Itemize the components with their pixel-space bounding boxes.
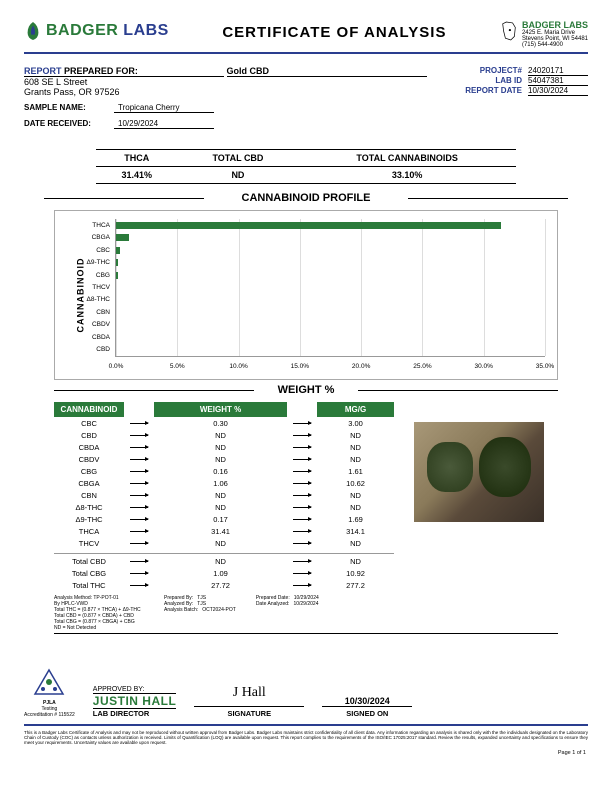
pjla-icon: [33, 668, 65, 700]
badger-icon: [24, 20, 42, 42]
wisconsin-outline-icon: [500, 20, 518, 42]
kv-h3: TOTAL CANNABINOIDS: [298, 150, 516, 167]
brand-word-2: LABS: [123, 22, 169, 39]
labid-value: 54047381: [528, 76, 588, 86]
bar-fill: [116, 259, 118, 266]
signed-on-label: SIGNED ON: [322, 709, 412, 718]
xtick: 35.0%: [536, 363, 554, 370]
bar-fill: [116, 234, 129, 241]
client-addr1: 608 SE L Street: [24, 77, 427, 87]
xtick: 25.0%: [413, 363, 431, 370]
chart-title: CANNABINOID PROFILE: [24, 192, 588, 204]
table-row: CBDNDND: [54, 429, 394, 441]
sample-name: Tropicana Cherry: [114, 103, 214, 113]
table-row: CBDVNDND: [54, 453, 394, 465]
bar-label: CBC: [96, 247, 116, 254]
approved-by-label: APPROVED BY:: [93, 686, 177, 694]
table-row: Δ9-THC0.171.69: [54, 513, 394, 525]
signed-date: 10/30/2024: [322, 685, 412, 707]
analysis-method-notes: Analysis Method: TP-POT-01By HPLC-VWDTot…: [54, 595, 558, 634]
totals-row: Total CBG1.0910.92: [54, 567, 394, 579]
report-meta: PROJECT# 24020171 LAB ID 54047381 REPORT D…: [442, 66, 588, 97]
bar-fill: [116, 272, 118, 279]
bar-label: CBGA: [92, 234, 116, 241]
date-received-row: DATE RECEIVED:10/29/2024: [24, 119, 588, 129]
project-value: 24020171: [528, 66, 588, 76]
cannabinoid-chart: CANNABINOID 0.0% 5.0% 10.0% 15.0% 20.0% 25.0%…: [54, 210, 558, 380]
sample-photo: [414, 422, 544, 522]
totals-row: Total THC27.72277.2: [54, 579, 394, 591]
footer: PJLA Testing Accreditation # 115522 APPR…: [24, 668, 588, 726]
bar-label: THCV: [92, 284, 116, 291]
table-row: CBGA1.0610.62: [54, 477, 394, 489]
report-label: REPORT: [24, 66, 62, 76]
th-mg: MG/G: [317, 402, 394, 417]
report-prepared-for: REPORT PREPARED FOR: Gold CBD 608 SE L S…: [24, 66, 427, 97]
brand-word-1: BADGER: [46, 22, 118, 39]
table-row: THCVNDND: [54, 537, 394, 549]
bar-label: THCA: [92, 222, 116, 229]
kv-v1: 31.41%: [96, 167, 178, 184]
kv-v2: ND: [178, 167, 299, 184]
bar-label: CBD: [96, 346, 116, 353]
xtick: 5.0%: [170, 363, 185, 370]
bar-label: CBN: [96, 309, 116, 316]
bar-label: CBG: [96, 272, 116, 279]
header: BADGER LABS CERTIFICATE OF ANALYSIS BADG…: [24, 20, 588, 54]
lab-phone: (715) 544-4900: [522, 42, 588, 48]
signature-block: J Hall SIGNATURE: [194, 685, 304, 718]
page-number: Page 1 of 1: [558, 750, 586, 756]
bar-fill: [116, 247, 120, 254]
client-addr2: Grants Pass, OR 97526: [24, 87, 427, 97]
report-suffix: PREPARED FOR:: [64, 66, 138, 76]
lab-name: BADGER LABS: [522, 20, 588, 30]
key-values-table: THCATOTAL CBDTOTAL CANNABINOIDS 31.41%ND…: [96, 149, 516, 184]
xtick: 15.0%: [291, 363, 309, 370]
labid-label: LAB ID: [442, 76, 522, 86]
th-weight: WEIGHT %: [154, 402, 287, 417]
sample-name-row: SAMPLE NAME:Tropicana Cherry: [24, 103, 588, 113]
disclaimer-text: This is a Badger Labs Certificate of Ana…: [24, 730, 588, 746]
bar-fill: [116, 222, 501, 229]
date-received: 10/29/2024: [114, 119, 214, 129]
accreditation-badge: PJLA Testing Accreditation # 115522: [24, 668, 75, 718]
table-row: Δ8-THCNDND: [54, 501, 394, 513]
kv-h2: TOTAL CBD: [178, 150, 299, 167]
kv-h1: THCA: [96, 150, 178, 167]
chart-ylabel: CANNABINOID: [76, 258, 86, 333]
xtick: 30.0%: [474, 363, 492, 370]
signature-label: SIGNATURE: [194, 709, 304, 718]
kv-v3: 33.10%: [298, 167, 516, 184]
table-row: CBG0.161.61: [54, 465, 394, 477]
approved-name: JUSTIN HALL: [93, 694, 177, 709]
xtick: 10.0%: [229, 363, 247, 370]
coa-title: CERTIFICATE OF ANALYSIS: [169, 24, 500, 41]
table-row: CBNNDND: [54, 489, 394, 501]
xtick: 0.0%: [109, 363, 124, 370]
weight-title: WEIGHT %: [24, 384, 588, 396]
xtick: 20.0%: [352, 363, 370, 370]
cannabinoid-data-table: CANNABINOID WEIGHT % MG/G CBC0.303.00CBDND…: [54, 402, 394, 591]
bar-label: CBDA: [92, 334, 116, 341]
reportdate-label: REPORT DATE: [442, 86, 522, 96]
client-name: Gold CBD: [227, 66, 427, 77]
bar-label: CBDV: [92, 321, 116, 328]
logo-left: BADGER LABS: [24, 20, 169, 42]
signed-on-block: 10/30/2024 SIGNED ON: [322, 685, 412, 718]
approved-title: LAB DIRECTOR: [93, 709, 177, 718]
th-cannabinoid: CANNABINOID: [54, 402, 124, 417]
bar-label: Δ9-THC: [87, 259, 116, 266]
totals-row: Total CBDNDND: [54, 553, 394, 567]
table-row: CBDANDND: [54, 441, 394, 453]
lab-address-block: BADGER LABS 2425 E. Maria Drive Stevens …: [500, 20, 588, 48]
reportdate-value: 10/30/2024: [528, 86, 588, 96]
table-row: THCA31.41314.1: [54, 525, 394, 537]
approved-by-block: APPROVED BY: JUSTIN HALL LAB DIRECTOR: [93, 686, 177, 718]
signature-image: J Hall: [194, 685, 304, 707]
fine-print-line: ND = Not Detected: [54, 625, 154, 631]
bar-label: Δ8-THC: [87, 296, 116, 303]
table-row: CBC0.303.00: [54, 417, 394, 429]
project-label: PROJECT#: [442, 66, 522, 76]
